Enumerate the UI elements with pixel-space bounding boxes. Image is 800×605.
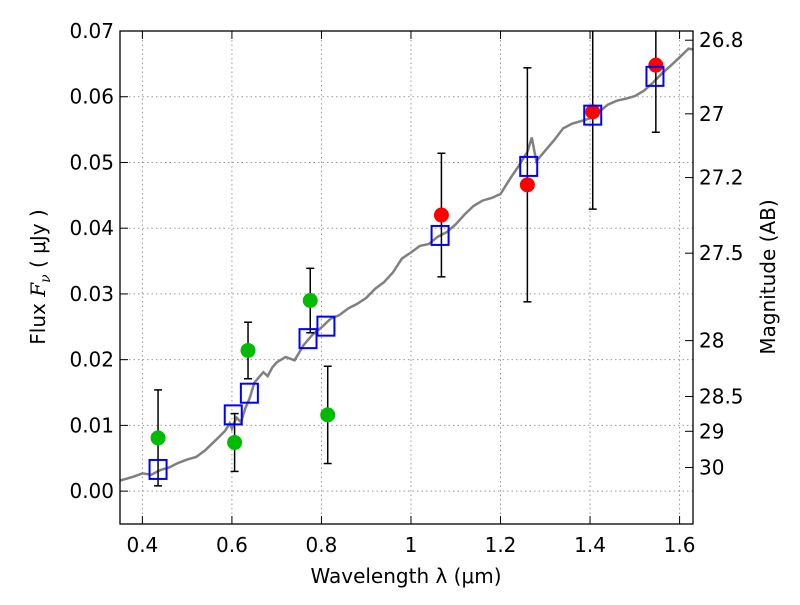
y-axis-label-right: Magnitude (AB): [756, 199, 780, 354]
photometry-point: [648, 57, 664, 73]
photometry-point: [433, 207, 449, 223]
magnitude-tick-label: 26.8: [699, 28, 744, 52]
tick-marks: [120, 30, 693, 524]
y-tick-label: 0.02: [69, 348, 114, 372]
model-flux-square: [239, 382, 259, 404]
photometry-point: [150, 430, 166, 446]
magnitude-tick-label: 27: [699, 102, 724, 126]
y-tick-label: 0.05: [69, 150, 114, 174]
y-tick-label: 0.00: [69, 479, 114, 503]
marker-layer: [148, 57, 665, 480]
y-tick-label: 0.06: [69, 85, 114, 109]
photometry-point: [585, 104, 601, 120]
y-label-prefix: Flux: [26, 297, 50, 345]
magnitude-tick-label: 29: [699, 419, 724, 443]
x-tick-label: 0.4: [126, 533, 158, 557]
magnitude-tick-label: 27.2: [699, 166, 744, 190]
x-tick-label: 0.8: [306, 533, 338, 557]
x-tick-label: 0.6: [216, 533, 248, 557]
model-flux-square: [645, 65, 665, 87]
x-tick-label: 1.2: [485, 533, 517, 557]
magnitude-tick-label: 28: [699, 329, 724, 353]
model-flux-square: [316, 315, 336, 337]
tick-labels: 0.4 0.6 0.8 1 1.2 1.4 1.6 0.00 0.01 0.02 0.03 0.04 0…: [69, 19, 743, 557]
y-tick-label: 0.01: [69, 413, 114, 437]
model-flux-square: [298, 328, 318, 350]
photometry-point: [320, 407, 336, 423]
model-flux-square: [519, 155, 539, 177]
y-label-symbol-subscript: ν: [38, 274, 54, 283]
photometry-point: [227, 434, 243, 450]
y-label-suffix: ( μJy ): [26, 209, 50, 274]
y-tick-label: 0.07: [69, 19, 114, 43]
y-label-symbol: F: [26, 282, 50, 298]
x-tick-label: 1.4: [574, 533, 606, 557]
magnitude-tick-label: 30: [699, 455, 724, 479]
y-tick-label: 0.04: [69, 216, 114, 240]
photometry-point: [302, 293, 318, 309]
model-flux-square: [148, 458, 168, 480]
model-flux-square: [583, 104, 603, 126]
photometry-point: [519, 177, 535, 193]
magnitude-tick-label: 28.5: [699, 384, 744, 408]
model-flux-square: [430, 224, 450, 246]
plot-frame: [119, 30, 694, 525]
photometry-point: [240, 342, 256, 358]
model-flux-square: [223, 404, 243, 426]
x-tick-label: 1.6: [664, 533, 696, 557]
x-axis-label: Wavelength λ (μm): [310, 564, 501, 588]
y-axis-label-left: Flux Fν ( μJy ): [26, 209, 54, 344]
x-tick-label: 1: [405, 533, 418, 557]
y-tick-label: 0.03: [69, 282, 114, 306]
magnitude-tick-label: 27.5: [699, 241, 744, 265]
